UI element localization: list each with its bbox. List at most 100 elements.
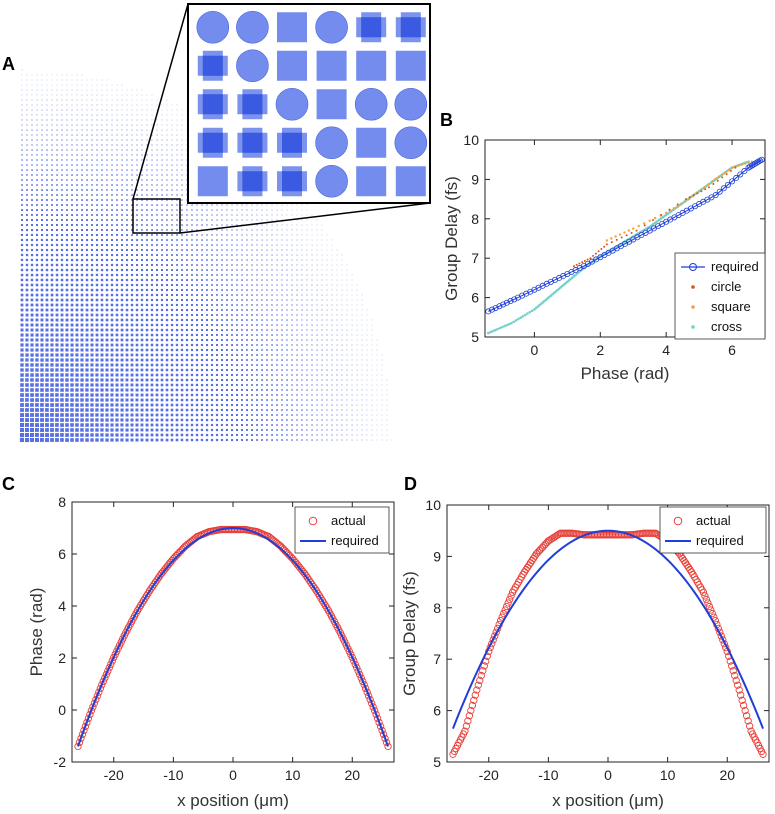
pillar: [130, 318, 134, 322]
pillar: [75, 323, 79, 327]
pillar: [316, 334, 318, 336]
pillar: [60, 333, 64, 337]
pillar: [326, 339, 328, 341]
pillar: [276, 224, 278, 226]
pillar: [176, 164, 178, 166]
pillar: [95, 333, 99, 337]
pillar: [151, 114, 153, 116]
pillar: [176, 139, 178, 141]
pillar: [271, 269, 273, 271]
pillar: [211, 264, 213, 266]
pillar: [181, 114, 183, 116]
pillar: [221, 214, 223, 216]
pillar: [65, 333, 69, 337]
pillar: [175, 423, 179, 427]
pillar: [136, 189, 138, 191]
pillar: [171, 224, 173, 226]
pillar: [346, 344, 348, 346]
pillar: [91, 194, 93, 196]
pillar: [205, 433, 209, 437]
pillar: [200, 388, 204, 392]
pillar: [70, 343, 74, 347]
x-tick-label: 20: [344, 767, 360, 783]
pillar: [50, 308, 54, 312]
pillar: [50, 328, 54, 332]
pillar: [170, 423, 174, 427]
pillar: [241, 299, 243, 301]
pillar: [246, 439, 248, 441]
x-tick-label: 10: [285, 767, 301, 783]
pillar: [266, 434, 268, 436]
pillar: [311, 214, 313, 216]
pillar: [131, 104, 133, 106]
pillar: [101, 224, 103, 226]
pillar: [65, 268, 69, 272]
pillar: [145, 428, 149, 432]
pillar: [301, 424, 303, 426]
pillar: [216, 244, 218, 246]
pillar: [376, 389, 378, 391]
pillar: [121, 169, 123, 171]
pillar: [276, 359, 278, 361]
pillar: [106, 244, 108, 246]
pillar: [51, 139, 53, 141]
pillar: [21, 154, 23, 156]
pillar: [140, 358, 144, 362]
pillar: [321, 324, 323, 326]
pillar: [261, 379, 263, 381]
cross-point: [507, 322, 511, 326]
pillar: [35, 343, 39, 347]
pillar: [35, 328, 39, 332]
pillar: [111, 154, 113, 156]
pillar: [246, 364, 248, 366]
pillar: [131, 89, 133, 91]
pillar: [126, 164, 128, 166]
pillar: [160, 373, 164, 377]
pillar: [55, 423, 59, 427]
pillar: [286, 264, 288, 266]
pillar: [321, 309, 323, 311]
pillar: [296, 364, 298, 366]
pillar: [231, 439, 234, 442]
pillar: [150, 293, 154, 297]
pillar: [90, 248, 93, 251]
pillar: [316, 299, 318, 301]
pillar: [90, 433, 94, 437]
pillar: [166, 199, 168, 201]
pillar: [286, 404, 288, 406]
pillar: [356, 379, 358, 381]
pillar: [376, 364, 378, 366]
pillar: [216, 209, 218, 211]
pillar: [96, 159, 98, 161]
pillar: [50, 338, 54, 342]
pillar: [136, 94, 138, 96]
x-axis-label: x position (μm): [177, 791, 289, 810]
pillar: [301, 369, 303, 371]
pillar: [251, 274, 253, 276]
actual-marker: [348, 653, 356, 662]
pillar: [236, 384, 238, 386]
pillar: [216, 304, 218, 306]
pillar: [351, 389, 353, 391]
pillar: [30, 283, 34, 287]
pillar: [55, 353, 59, 357]
circle-point: [700, 190, 703, 193]
pillar: [266, 239, 268, 241]
pillar: [185, 388, 189, 392]
pillar: [95, 353, 99, 357]
pillar: [115, 383, 119, 387]
pillar: [65, 253, 69, 257]
pillar: [231, 224, 233, 226]
pillar: [180, 358, 184, 362]
circle-point: [592, 254, 595, 257]
pillar: [145, 433, 149, 437]
pillar: [161, 159, 163, 161]
pillar: [85, 403, 89, 407]
pillar: [96, 234, 98, 236]
pillar: [246, 299, 248, 301]
pillar: [276, 249, 278, 251]
pillar: [156, 254, 158, 256]
pillar: [51, 179, 53, 181]
pillar: [96, 79, 98, 81]
pillar: [281, 424, 283, 426]
